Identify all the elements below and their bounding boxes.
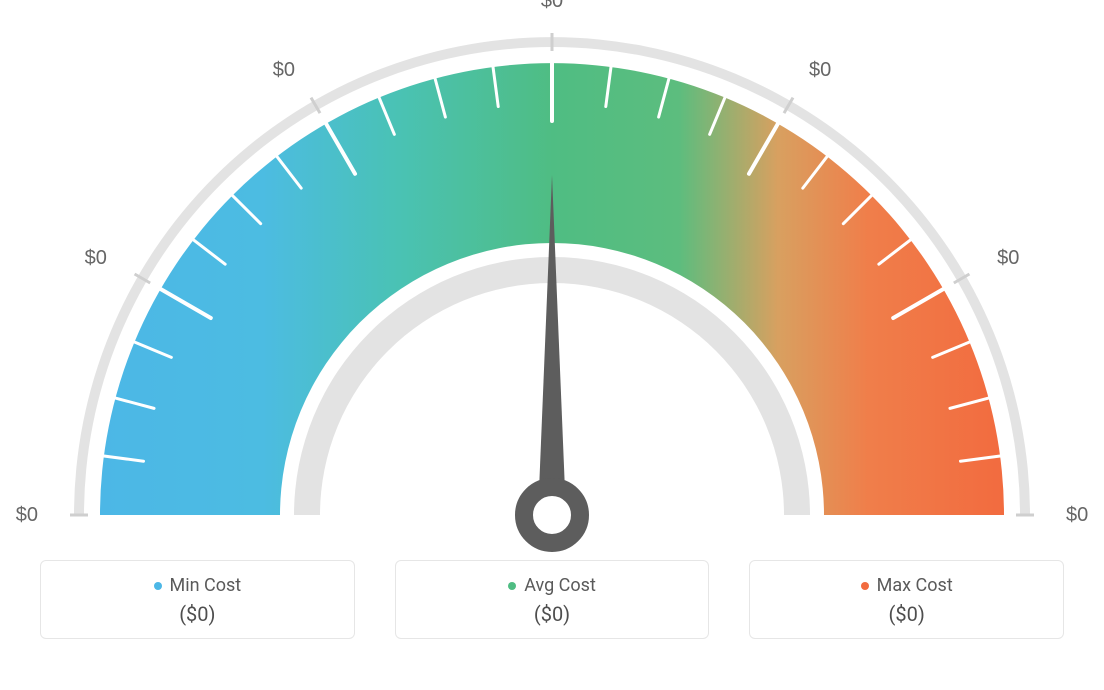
legend-max-value: ($0): [760, 602, 1053, 626]
legend-avg-dot: [508, 582, 516, 590]
legend-max-box: Max Cost ($0): [749, 560, 1064, 639]
gauge-tick-label: $0: [85, 247, 107, 269]
gauge-tick-label: $0: [1066, 504, 1088, 526]
gauge-svg: $0 $0 $0 $0 $0 $0 $0: [0, 0, 1104, 560]
legend-avg-value: ($0): [406, 602, 699, 626]
legend-max-dot: [861, 582, 869, 590]
legend-min-label: Min Cost: [170, 575, 242, 596]
legend-avg-label-row: Avg Cost: [406, 575, 699, 596]
gauge-tick-label: $0: [273, 59, 295, 81]
cost-gauge-chart: $0 $0 $0 $0 $0 $0 $0 Min Cost ($0) Avg Cost ($…: [0, 0, 1104, 690]
gauge-tick-label: $0: [809, 59, 831, 81]
legend-max-label-row: Max Cost: [760, 575, 1053, 596]
legend-min-label-row: Min Cost: [51, 575, 344, 596]
legend-avg-label: Avg Cost: [524, 575, 596, 596]
gauge-tick-label: $0: [997, 247, 1019, 269]
gauge-tick-label: $0: [16, 504, 38, 526]
gauge-tick-label: $0: [541, 0, 563, 12]
legend-min-box: Min Cost ($0): [40, 560, 355, 639]
legend-max-label: Max Cost: [877, 575, 953, 596]
gauge-area: $0 $0 $0 $0 $0 $0 $0: [0, 0, 1104, 560]
legend-avg-box: Avg Cost ($0): [395, 560, 710, 639]
legend-min-value: ($0): [51, 602, 344, 626]
legend-min-dot: [154, 582, 162, 590]
legend-row: Min Cost ($0) Avg Cost ($0) Max Cost ($0…: [0, 560, 1104, 639]
